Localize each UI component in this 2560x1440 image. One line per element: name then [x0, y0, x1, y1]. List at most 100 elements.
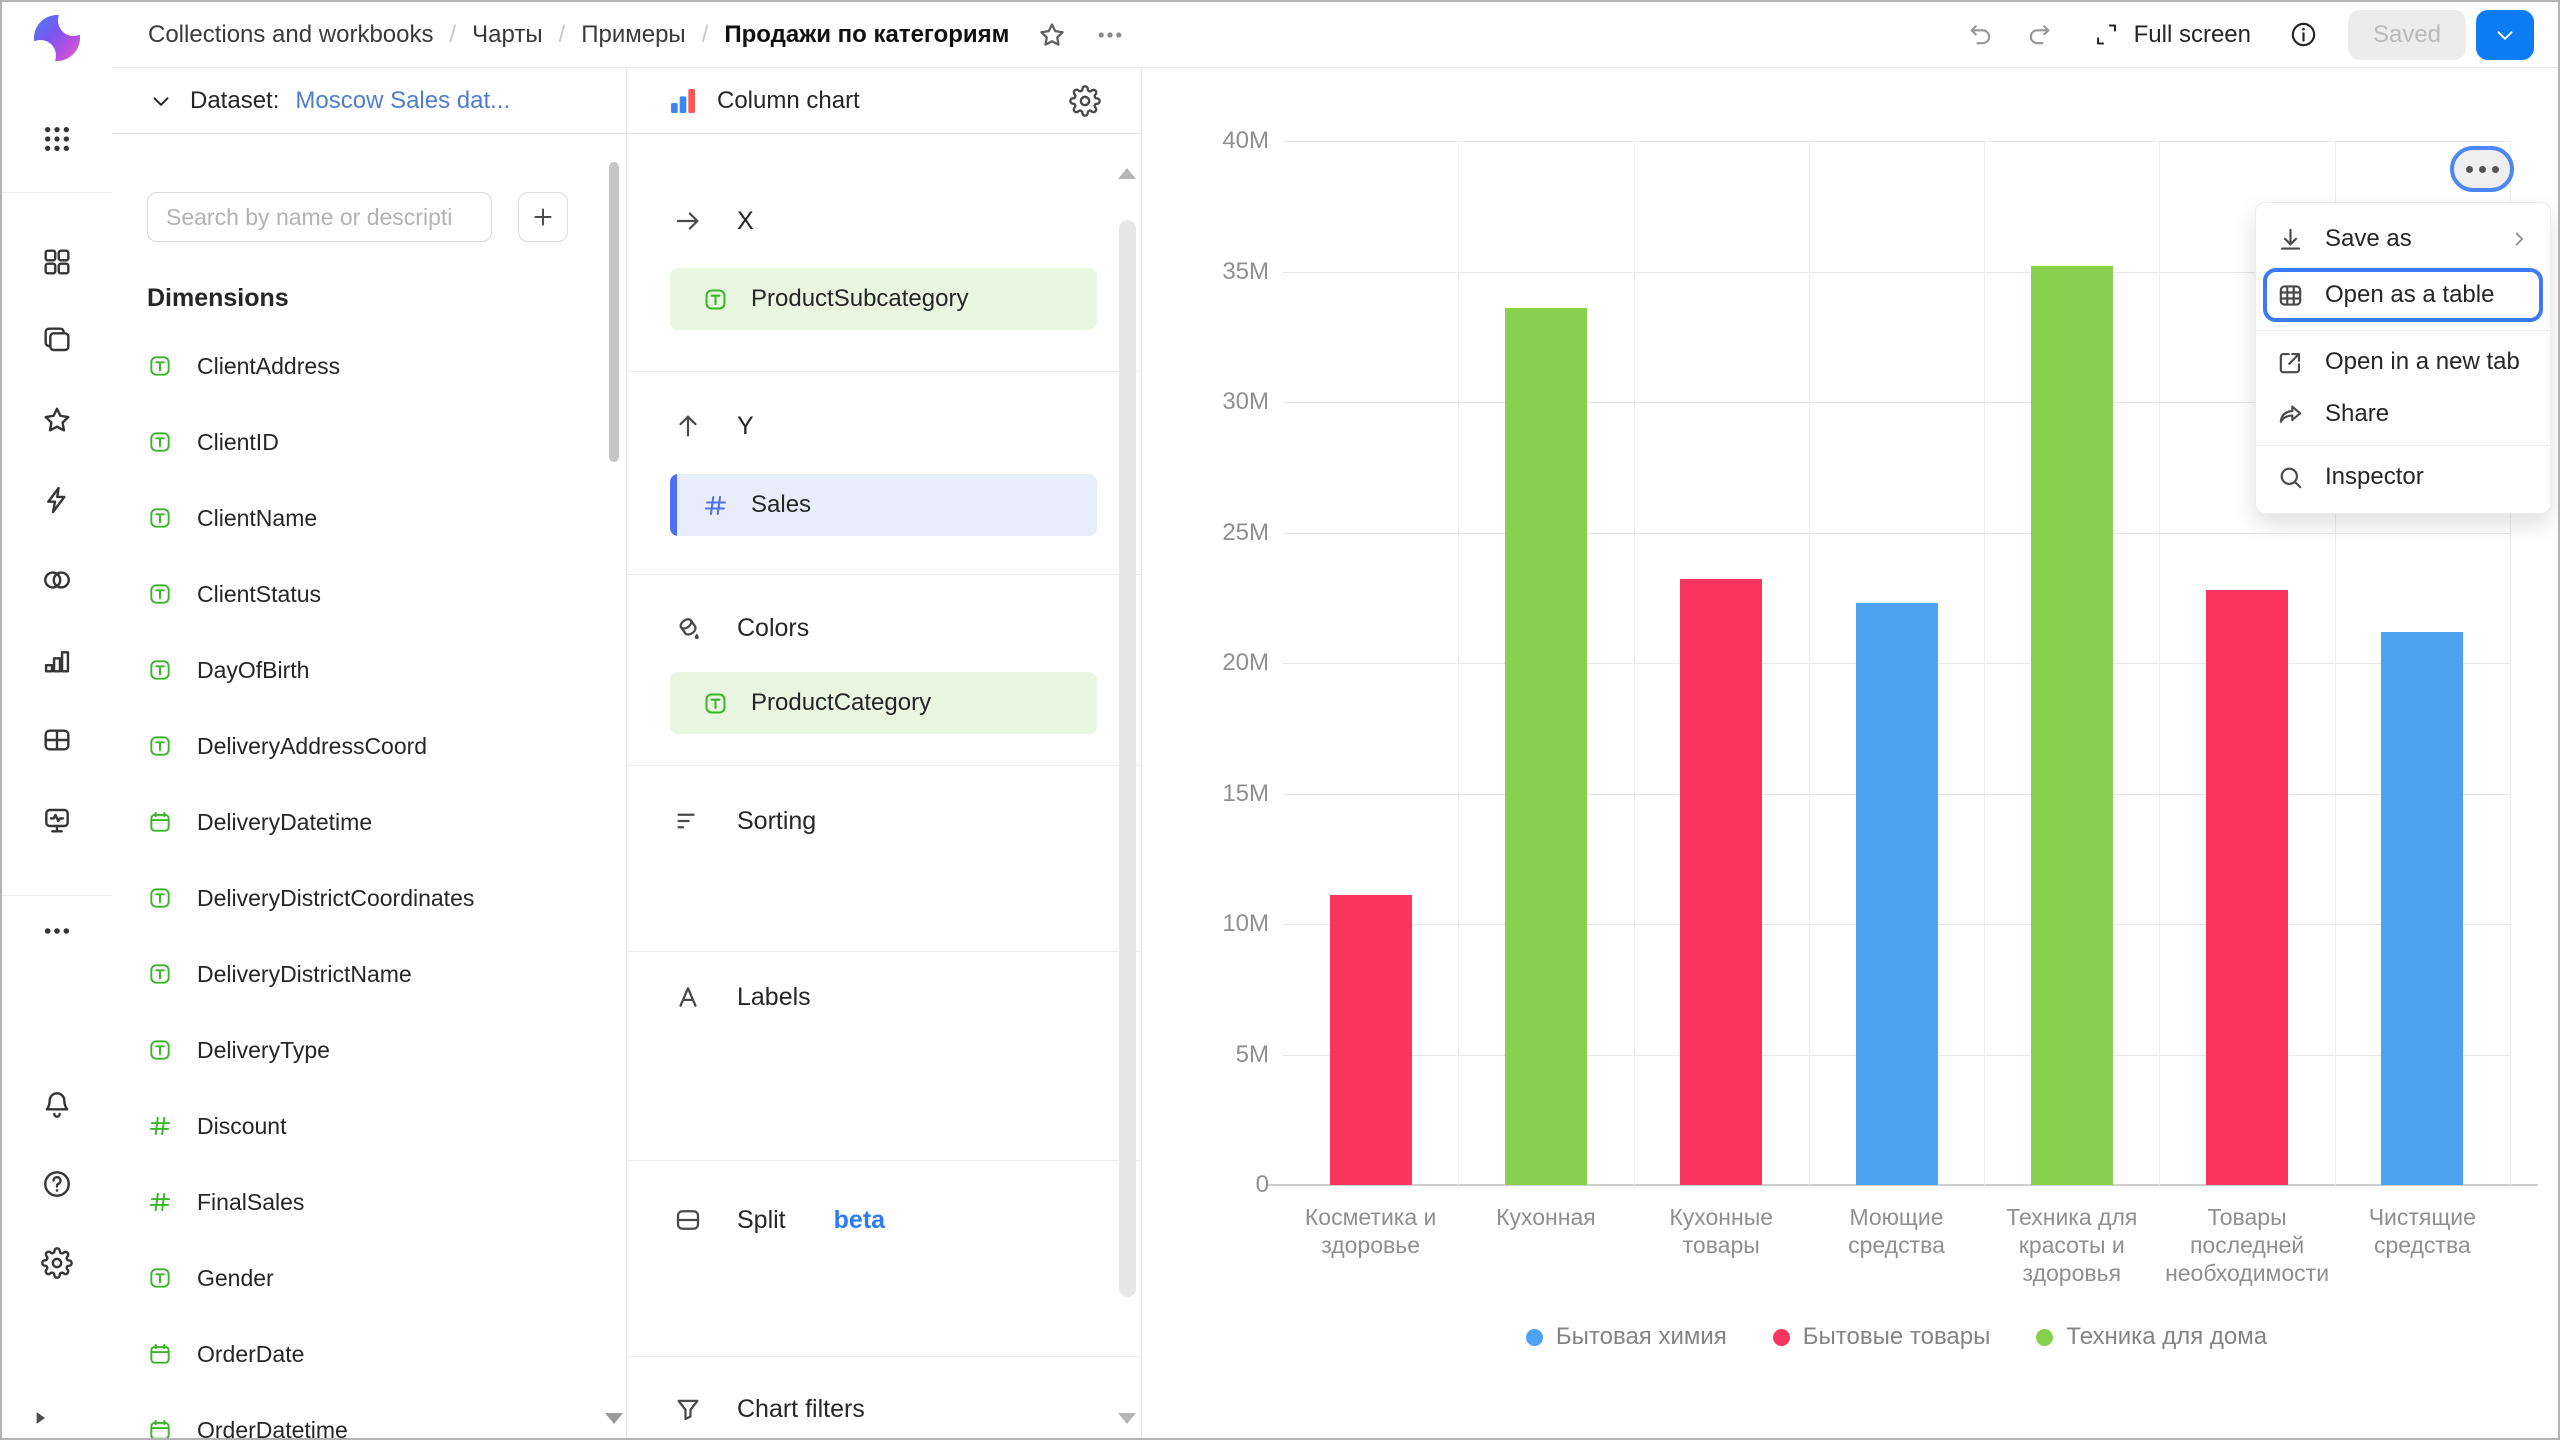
info-icon[interactable] [2289, 20, 2318, 49]
config-scrollbar[interactable] [1119, 220, 1136, 1297]
undo-icon[interactable] [1967, 21, 1995, 49]
field-item-DeliveryType[interactable]: DeliveryType [112, 1012, 612, 1088]
menu-item-inspector[interactable]: Inspector [2256, 451, 2550, 503]
field-item-ClientName[interactable]: ClientName [112, 480, 612, 556]
field-item-DayOfBirth[interactable]: DayOfBirth [112, 632, 612, 708]
chart-bar[interactable] [1680, 579, 1763, 1185]
field-type-number-icon [702, 492, 729, 519]
breadcrumb-item[interactable]: Примеры [581, 20, 686, 48]
column-chart-icon[interactable] [667, 85, 699, 117]
sidebar-star-icon[interactable] [41, 404, 73, 436]
menu-item-open-as-a-table[interactable]: Open as a table [2256, 265, 2550, 325]
chart-bar[interactable] [1504, 308, 1587, 1185]
chart-bar[interactable] [2206, 589, 2289, 1185]
field-item-Gender[interactable]: Gender [112, 1240, 612, 1316]
menu-item-share[interactable]: Share [2256, 388, 2550, 440]
expand-panel-icon[interactable] [30, 1408, 50, 1428]
field-item-DeliveryAddressCoord[interactable]: DeliveryAddressCoord [112, 708, 612, 784]
x-gridline [2159, 141, 2161, 1185]
section-colors-header[interactable]: Colors [673, 613, 809, 643]
add-field-button[interactable] [518, 192, 568, 242]
gear-icon[interactable] [1069, 84, 1101, 117]
x-axis-line [1268, 1184, 2538, 1186]
section-chart-filters-header[interactable]: Chart filters [673, 1394, 865, 1424]
menu-item-save-as[interactable]: Save as [2256, 213, 2550, 265]
y-axis-tick-label: 25M [1222, 518, 1269, 546]
saved-button[interactable]: Saved [2348, 9, 2466, 60]
x-gridline [1984, 141, 1986, 1185]
scroll-up-icon[interactable] [1118, 168, 1136, 179]
field-pill-Sales[interactable]: Sales [670, 474, 1097, 536]
field-name: DeliveryAddressCoord [197, 732, 428, 759]
more-actions-icon[interactable] [1095, 20, 1125, 50]
dataset-name-link[interactable]: Moscow Sales dat... [295, 86, 511, 114]
section-y-header[interactable]: Y [673, 411, 754, 441]
dataset-scrollbar[interactable] [609, 162, 619, 462]
field-type-date-icon [147, 1341, 173, 1367]
sidebar-grid-table-icon[interactable] [41, 724, 73, 756]
field-name: FinalSales [197, 1188, 305, 1215]
dataset-header[interactable]: Dataset: Moscow Sales dat... [112, 68, 626, 134]
legend-item[interactable]: Бытовые товары [1772, 1323, 1990, 1351]
x-axis-category-label: Косметика и здоровье [1304, 1204, 1437, 1258]
field-pill-ProductCategory[interactable]: ProductCategory [670, 672, 1097, 734]
section-x-header[interactable]: X [673, 206, 754, 236]
save-dropdown-button[interactable] [2476, 9, 2534, 60]
search-input[interactable] [147, 192, 492, 242]
field-item-DeliveryDatetime[interactable]: DeliveryDatetime [112, 784, 612, 860]
section-split-header[interactable]: Split beta [673, 1205, 885, 1235]
field-name: DeliveryDistrictCoordinates [197, 884, 475, 911]
breadcrumb: Collections and workbooks / Чарты / Примеры /… [148, 21, 1009, 49]
full-screen-button[interactable]: Full screen [2093, 21, 2251, 49]
apps-grid-icon[interactable] [41, 123, 73, 155]
sidebar-workbooks-icon[interactable] [41, 324, 73, 356]
legend-item[interactable]: Техника для дома [2036, 1323, 2267, 1351]
field-item-OrderDate[interactable]: OrderDate [112, 1316, 612, 1392]
chart-more-button[interactable] [2450, 146, 2514, 192]
field-item-Discount[interactable]: Discount [112, 1088, 612, 1164]
chevron-right-icon [2508, 228, 2530, 250]
field-item-ClientAddress[interactable]: ClientAddress [112, 328, 612, 404]
chart-bar[interactable] [2030, 266, 2113, 1185]
plus-icon [530, 204, 556, 230]
paint-icon [673, 613, 703, 643]
y-gridline [1283, 141, 2510, 142]
sidebar-bolt-icon[interactable] [41, 484, 73, 516]
field-item-OrderDatetime[interactable]: OrderDatetime [112, 1392, 612, 1438]
field-item-DeliveryDistrictName[interactable]: DeliveryDistrictName [112, 936, 612, 1012]
sidebar-chart-bars-icon[interactable] [41, 644, 73, 676]
chart-bar[interactable] [1329, 895, 1412, 1185]
breadcrumb-item[interactable]: Чарты [472, 20, 543, 48]
field-type-text-icon [702, 690, 729, 717]
datalens-logo-icon[interactable] [24, 4, 90, 72]
sidebar-more-dots-icon[interactable] [41, 915, 73, 947]
menu-item-open-in-a-new-tab[interactable]: Open in a new tab [2256, 336, 2550, 388]
redo-icon[interactable] [2025, 21, 2053, 49]
sidebar-gear-icon[interactable] [41, 1247, 73, 1279]
sidebar-bell-icon[interactable] [41, 1088, 73, 1120]
sidebar-help-icon[interactable] [41, 1168, 73, 1200]
scroll-down-icon[interactable] [605, 1413, 623, 1424]
field-type-date-icon [147, 809, 173, 835]
scroll-down-icon[interactable] [1118, 1413, 1136, 1424]
sidebar-tiles-icon[interactable] [41, 246, 73, 278]
field-item-DeliveryDistrictCoordinates[interactable]: DeliveryDistrictCoordinates [112, 860, 612, 936]
breadcrumb-item[interactable]: Продажи по категориям [724, 20, 1010, 48]
section-labels-header[interactable]: Labels [673, 982, 811, 1012]
menu-divider [2256, 445, 2550, 446]
field-item-ClientID[interactable]: ClientID [112, 404, 612, 480]
chart-type-label[interactable]: Column chart [717, 86, 860, 114]
section-sorting-header[interactable]: Sorting [673, 806, 816, 836]
y-gridline [1283, 271, 2510, 273]
dimensions-title: Dimensions [147, 284, 289, 312]
field-item-ClientStatus[interactable]: ClientStatus [112, 556, 612, 632]
breadcrumb-item[interactable]: Collections and workbooks [148, 20, 434, 48]
field-pill-ProductSubcategory[interactable]: ProductSubcategory [670, 268, 1097, 330]
chart-bar[interactable] [2381, 631, 2464, 1185]
sidebar-connections-icon[interactable] [41, 564, 73, 596]
chart-bar[interactable] [1855, 602, 1938, 1185]
sidebar-monitor-pulse-icon[interactable] [41, 804, 73, 836]
legend-item[interactable]: Бытовая химия [1525, 1323, 1727, 1351]
field-item-FinalSales[interactable]: FinalSales [112, 1164, 612, 1240]
favorite-star-icon[interactable] [1037, 20, 1067, 50]
